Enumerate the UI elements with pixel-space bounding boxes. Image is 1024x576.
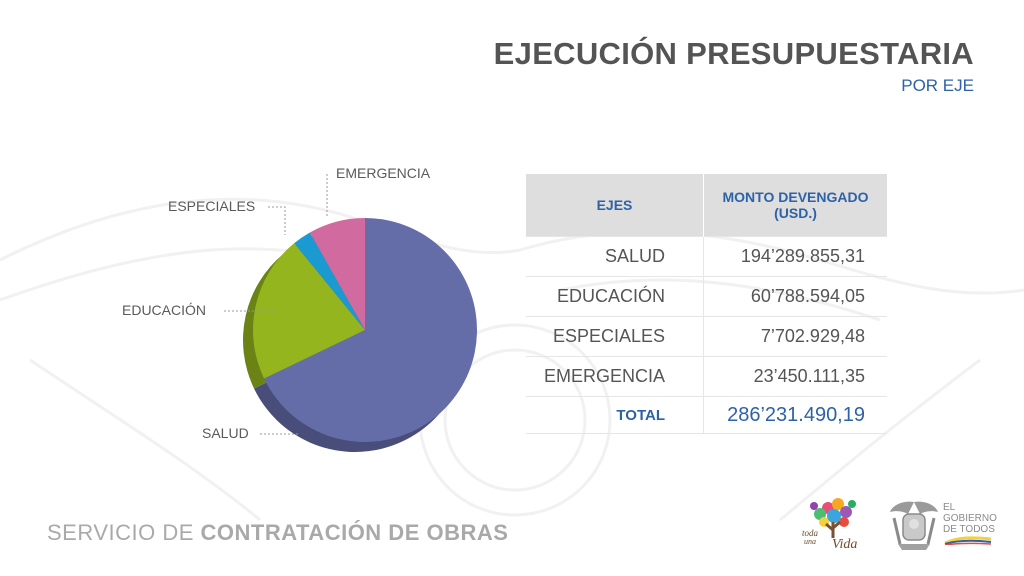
page-subtitle: POR EJE <box>901 76 974 95</box>
gov-text-line-1: EL <box>943 502 956 513</box>
pie-slice-especiales <box>294 232 365 330</box>
column-header-ejes: EJES <box>526 174 704 237</box>
logo-text-toda: toda <box>802 528 819 538</box>
table-row: EDUCACIÓN 60’788.594,05 <box>526 276 887 317</box>
gov-text-line-3: DE TODOS <box>943 524 995 535</box>
total-value: 286’231.490,19 <box>703 396 887 434</box>
pie-label-salud: SALUD <box>202 425 249 441</box>
pie-label-emergencia: EMERGENCIA <box>336 165 431 181</box>
pie-chart: SALUD EDUCACIÓN ESPECIALES EMERGENCIA <box>122 165 478 452</box>
toda-una-vida-logo: toda una Vida <box>802 498 857 552</box>
logo-text-vida: Vida <box>832 537 857 552</box>
table-cell-axis: EDUCACIÓN <box>526 276 704 317</box>
footer-text-bold: CONTRATACIÓN DE OBRAS <box>200 520 509 545</box>
table-header-row: EJES MONTO DEVENGADO (USD.) <box>526 174 887 237</box>
table-row: SALUD 194’289.855,31 <box>526 236 887 277</box>
table-cell-amount: 194’289.855,31 <box>703 236 887 277</box>
pie-slice-educación <box>252 243 365 379</box>
table-cell-axis: SALUD <box>526 236 704 277</box>
table-cell-axis: EMERGENCIA <box>526 356 704 397</box>
table-row: EMERGENCIA 23’450.111,35 <box>526 356 887 397</box>
table-cell-amount: 23’450.111,35 <box>703 356 887 397</box>
table-cell-amount: 7’702.929,48 <box>703 316 887 357</box>
page-title: EJECUCIÓN PRESUPUESTARIA <box>493 36 974 71</box>
footer-text-light: SERVICIO DE <box>47 520 201 545</box>
logo-text-una: una <box>804 537 816 546</box>
pie-label-educación: EDUCACIÓN <box>122 302 206 318</box>
table-row: ESPECIALES 7’702.929,48 <box>526 316 887 357</box>
column-header-monto: MONTO DEVENGADO (USD.) <box>703 174 887 237</box>
budget-table: EJES MONTO DEVENGADO (USD.) SALUD 194’28… <box>526 174 887 434</box>
footer-institution-name: SERVICIO DE CONTRATACIÓN DE OBRAS <box>47 520 508 546</box>
pie-slice-emergencia <box>309 218 365 330</box>
pie-slice-salud <box>264 218 478 442</box>
gov-text-line-2: GOBIERNO <box>943 513 997 524</box>
table-total-row: TOTAL 286’231.490,19 <box>526 396 887 434</box>
leader-line-especiales <box>268 206 286 235</box>
flag-ribbon-icon <box>944 536 992 546</box>
table-cell-axis: ESPECIALES <box>526 316 704 357</box>
gobierno-de-todos-logo: EL GOBIERNO DE TODOS <box>943 502 1003 548</box>
table-cell-amount: 60’788.594,05 <box>703 276 887 317</box>
coat-of-arms-icon <box>890 501 938 550</box>
total-label: TOTAL <box>526 396 704 434</box>
pie-label-especiales: ESPECIALES <box>168 198 255 214</box>
